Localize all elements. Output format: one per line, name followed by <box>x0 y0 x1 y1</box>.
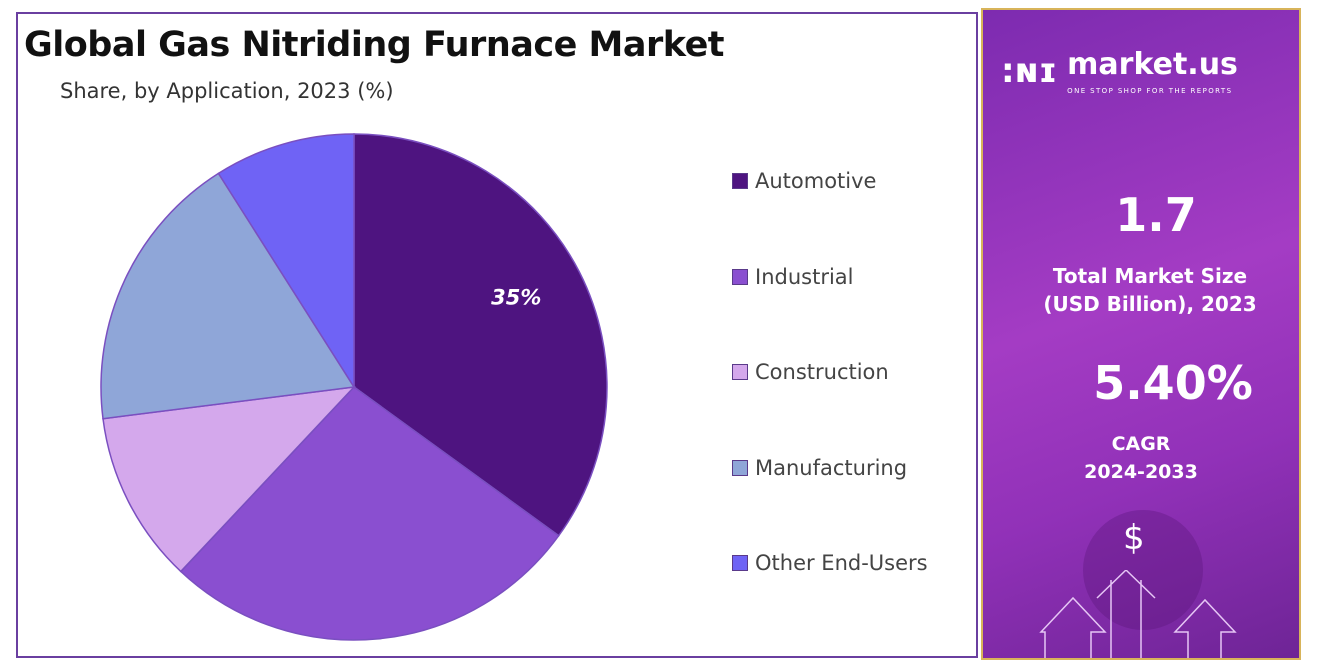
growth-arrows-icon <box>1039 570 1237 658</box>
brand-tagline: ONE STOP SHOP FOR THE REPORTS <box>1067 87 1233 95</box>
chart-subtitle: Share, by Application, 2023 (%) <box>60 79 394 103</box>
dollar-icon: $ <box>1123 518 1145 558</box>
legend-label: Other End-Users <box>755 551 928 575</box>
legend-label: Construction <box>755 360 889 384</box>
legend-item-manufacturing: Manufacturing <box>732 453 928 483</box>
coin-decoration <box>1083 510 1203 630</box>
legend: Automotive Industrial Construction Manuf… <box>732 166 928 644</box>
legend-swatch <box>732 459 748 476</box>
legend-item-industrial: Industrial <box>732 262 928 292</box>
cagr-value: 5.40% <box>1093 356 1253 410</box>
legend-swatch <box>732 555 748 571</box>
market-size-value: 1.7 <box>1115 188 1197 242</box>
brand-name: market.us <box>1067 47 1238 82</box>
market-us-logo-icon: :ɴɪ <box>1001 51 1058 91</box>
market-size-label: Total Market Size (USD Billion), 2023 <box>983 262 1299 318</box>
legend-label: Automotive <box>755 169 877 193</box>
chart-frame <box>16 12 978 658</box>
summary-panel: :ɴɪ market.us ONE STOP SHOP FOR THE REPO… <box>981 8 1301 660</box>
pie-slice-construction <box>102 385 356 573</box>
pie-slice-automotive <box>353 133 608 537</box>
legend-swatch <box>732 268 748 285</box>
legend-swatch <box>732 173 748 189</box>
legend-item-other-end-users: Other End-Users <box>732 548 928 578</box>
chart-title: Global Gas Nitriding Furnace Market <box>24 25 725 65</box>
market-size-label-line1: Total Market Size <box>1052 264 1248 288</box>
cagr-label-line1: CAGR <box>1111 433 1171 455</box>
pie-slice-other-end-users <box>217 133 355 390</box>
data-label: 35% <box>491 285 541 309</box>
legend-label: Industrial <box>755 264 854 289</box>
pie-slice-manufacturing <box>100 172 356 420</box>
legend-swatch <box>732 364 748 380</box>
pie-slice-industrial <box>179 386 560 641</box>
legend-item-construction: Construction <box>732 357 928 387</box>
legend-label: Manufacturing <box>755 455 908 480</box>
brand-logo: :ɴɪ market.us ONE STOP SHOP FOR THE REPO… <box>1001 46 1238 96</box>
market-size-label-line2: (USD Billion), 2023 <box>1043 292 1257 316</box>
cagr-label-line2: 2024-2033 <box>1084 461 1198 483</box>
pie-chart: 35% <box>100 133 608 641</box>
cagr-label: CAGR 2024-2033 <box>983 430 1299 486</box>
legend-item-automotive: Automotive <box>732 166 928 196</box>
